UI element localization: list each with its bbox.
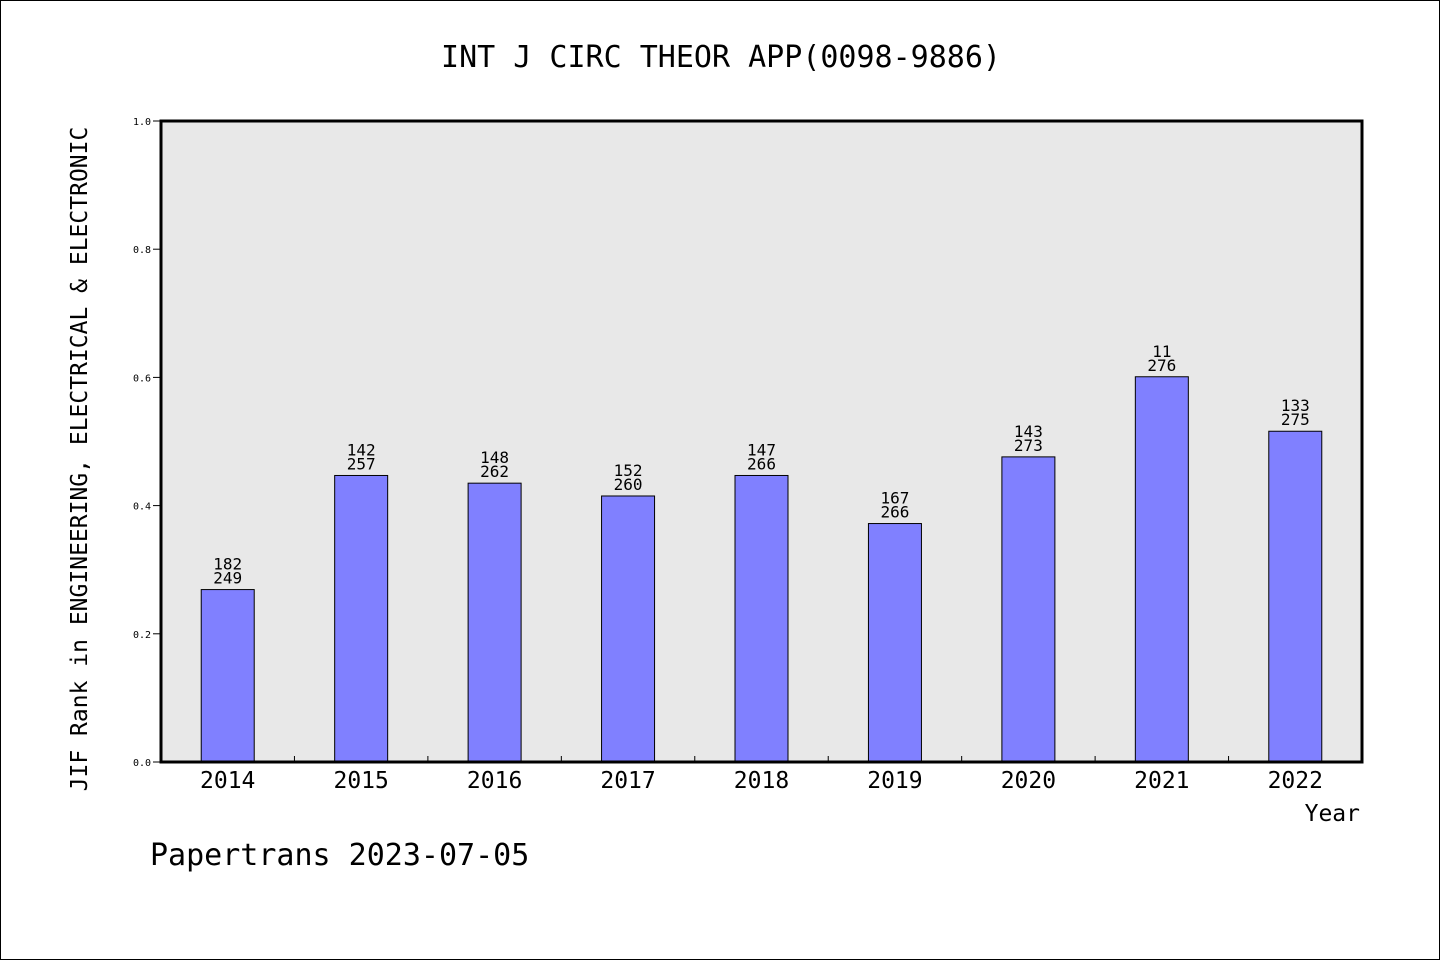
bar-total-label: 262 <box>480 462 509 481</box>
bar-2019 <box>867 523 922 763</box>
footer-credit: Papertrans 2023-07-05 <box>150 838 529 873</box>
x-tick-label: 2019 <box>867 768 922 794</box>
bar-2021 <box>1134 376 1189 763</box>
x-ticks-group: 2014 2015 2016 2017 2018 2019 2020 2021 2022 <box>200 756 1323 794</box>
x-tick-label: 2020 <box>1001 768 1056 794</box>
bar-rank-label: 11 <box>1152 342 1171 361</box>
y-tick-label: 0.6 <box>133 373 151 384</box>
bar-total-label: 276 <box>1147 356 1176 375</box>
bar-total-label: 273 <box>1014 436 1043 455</box>
bar-rank-label: 152 <box>614 461 643 480</box>
x-axis-label: Year <box>1305 801 1360 827</box>
y-tick-label: 0.2 <box>133 630 151 641</box>
bar-2018 <box>734 474 789 763</box>
bar-2014 <box>200 589 255 763</box>
bar-2017 <box>601 495 656 763</box>
bar-rank-label: 147 <box>747 440 776 459</box>
bar-total-label: 260 <box>614 475 643 494</box>
chart-title: INT J CIRC THEOR APP(0098-9886) <box>441 40 1001 75</box>
x-tick-label: 2014 <box>200 768 255 794</box>
bar-2016 <box>467 482 522 763</box>
bar-rank-label: 133 <box>1281 396 1310 415</box>
bar-total-label: 249 <box>213 569 242 588</box>
bar-total-label: 266 <box>880 503 909 522</box>
bar-2015 <box>334 474 389 763</box>
y-tick-label: 0.0 <box>133 758 151 769</box>
y-tick-label: 0.8 <box>133 245 151 256</box>
bar-rank-label: 143 <box>1014 422 1043 441</box>
bar-rank-label: 148 <box>480 448 509 467</box>
bar-rank-label: 142 <box>347 440 376 459</box>
x-tick-label: 2017 <box>600 768 655 794</box>
y-axis-label: JIF Rank in ENGINEERING, ELECTRICAL & EL… <box>67 127 93 792</box>
bar-2020 <box>1001 456 1056 763</box>
x-tick-label: 2018 <box>734 768 789 794</box>
y-ticks-group: 0.0 0.2 0.4 0.6 0.8 1.0 <box>133 117 161 769</box>
bar-2022 <box>1268 430 1323 763</box>
y-tick-label: 1.0 <box>133 117 151 128</box>
plot-border <box>159 119 1364 764</box>
bar-rank-label: 167 <box>880 489 909 508</box>
x-tick-label: 2022 <box>1268 768 1323 794</box>
bar-total-label: 257 <box>347 454 376 473</box>
x-tick-label: 2021 <box>1134 768 1189 794</box>
bar-total-label: 266 <box>747 454 776 473</box>
x-tick-label: 2016 <box>467 768 522 794</box>
bar-total-label: 275 <box>1281 410 1310 429</box>
bar-rank-label: 182 <box>213 555 242 574</box>
x-tick-label: 2015 <box>333 768 388 794</box>
y-tick-label: 0.4 <box>133 502 151 513</box>
